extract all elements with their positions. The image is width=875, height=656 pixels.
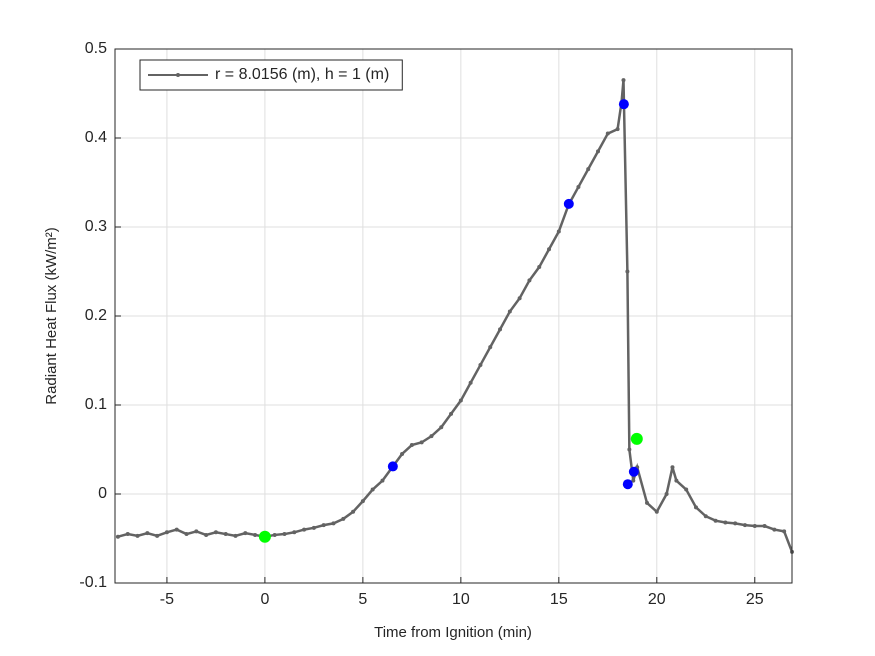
line-point — [537, 265, 542, 270]
line-point — [272, 532, 277, 537]
x-tick-label: 25 — [746, 591, 764, 608]
line-point — [419, 440, 424, 445]
line-point — [527, 278, 532, 283]
y-tick-label: 0.2 — [85, 307, 107, 324]
line-point — [194, 529, 199, 534]
line-point — [204, 532, 209, 537]
line-point — [409, 443, 414, 448]
line-point — [605, 131, 610, 136]
x-tick-label: 20 — [648, 591, 666, 608]
line-point — [174, 527, 179, 532]
line-point — [723, 520, 728, 525]
x-tick-label: 0 — [260, 591, 269, 608]
line-point — [370, 487, 375, 492]
y-tick-label: 0.5 — [85, 40, 107, 57]
line-point — [733, 521, 738, 526]
line-point — [627, 447, 632, 452]
line-point — [742, 523, 747, 528]
line-point — [341, 516, 346, 521]
line-point — [125, 532, 130, 537]
line-point — [449, 411, 454, 416]
line-point — [782, 529, 787, 534]
y-tick-label: 0.3 — [85, 218, 107, 235]
line-point — [213, 530, 218, 535]
line-point — [458, 398, 463, 403]
line-point — [507, 309, 512, 314]
line-point — [625, 269, 630, 274]
marker-point — [618, 99, 629, 110]
marker-point — [628, 466, 639, 477]
marker-point — [563, 198, 574, 209]
line-point — [664, 492, 669, 496]
line-point — [644, 500, 649, 505]
plot-area — [115, 78, 794, 554]
line-point — [498, 327, 503, 332]
x-tick-label: 10 — [452, 591, 470, 608]
y-tick-label: -0.1 — [79, 574, 107, 591]
legend-label: r = 8.0156 (m), h = 1 (m) — [215, 66, 389, 83]
line-point — [670, 465, 675, 470]
line-point — [615, 127, 620, 132]
x-tick-label: -5 — [160, 591, 174, 608]
line-point — [772, 527, 777, 532]
line-point — [631, 478, 636, 483]
line-point — [243, 531, 248, 536]
line-point — [164, 530, 169, 535]
line-point — [752, 524, 757, 529]
marker-point — [387, 461, 398, 472]
line-point — [713, 518, 718, 523]
line-point — [302, 527, 307, 532]
line-point — [253, 532, 258, 537]
line-point — [380, 478, 385, 483]
line-point — [488, 345, 493, 350]
line-point — [596, 149, 601, 154]
line-point — [360, 499, 365, 504]
y-axis-label: Radiant Heat Flux (kW/m²) — [43, 227, 60, 405]
line-point — [145, 531, 150, 536]
line-point — [184, 532, 189, 537]
marker-point — [630, 432, 643, 445]
line-point — [292, 530, 297, 535]
y-tick-label: 0.4 — [85, 129, 107, 146]
legend-swatch-marker — [176, 73, 180, 77]
marker-point — [622, 479, 633, 490]
legend: r = 8.0156 (m), h = 1 (m) — [139, 59, 403, 91]
line-point — [439, 425, 444, 430]
line-point — [674, 478, 679, 483]
line-point — [223, 532, 228, 537]
line-point — [576, 184, 581, 189]
line-point — [311, 525, 316, 530]
y-tick-label: 0.1 — [85, 396, 107, 413]
line-point — [233, 533, 238, 538]
line-point — [351, 509, 356, 514]
line-point — [654, 509, 659, 514]
line-point — [621, 78, 626, 83]
marker-point — [258, 530, 271, 543]
line-point — [703, 514, 708, 519]
line-point — [556, 229, 561, 234]
y-tick-label: 0 — [98, 485, 107, 502]
line-point — [693, 505, 698, 510]
line-point — [478, 362, 483, 367]
line-point — [155, 533, 160, 538]
line-point — [331, 521, 336, 526]
line-point — [321, 523, 326, 528]
line-point — [282, 532, 287, 537]
line-point — [468, 380, 473, 385]
line-point — [429, 434, 434, 439]
x-axis-label: Time from Ignition (min) — [374, 624, 532, 641]
line-point — [400, 451, 405, 456]
line-point — [135, 533, 140, 538]
line-point — [517, 296, 522, 301]
x-tick-label: 5 — [358, 591, 367, 608]
line-point — [115, 534, 120, 539]
line-point — [547, 247, 552, 252]
line-point — [684, 487, 689, 492]
line-point — [586, 167, 591, 172]
line-point — [762, 524, 767, 529]
x-tick-label: 15 — [550, 591, 568, 608]
